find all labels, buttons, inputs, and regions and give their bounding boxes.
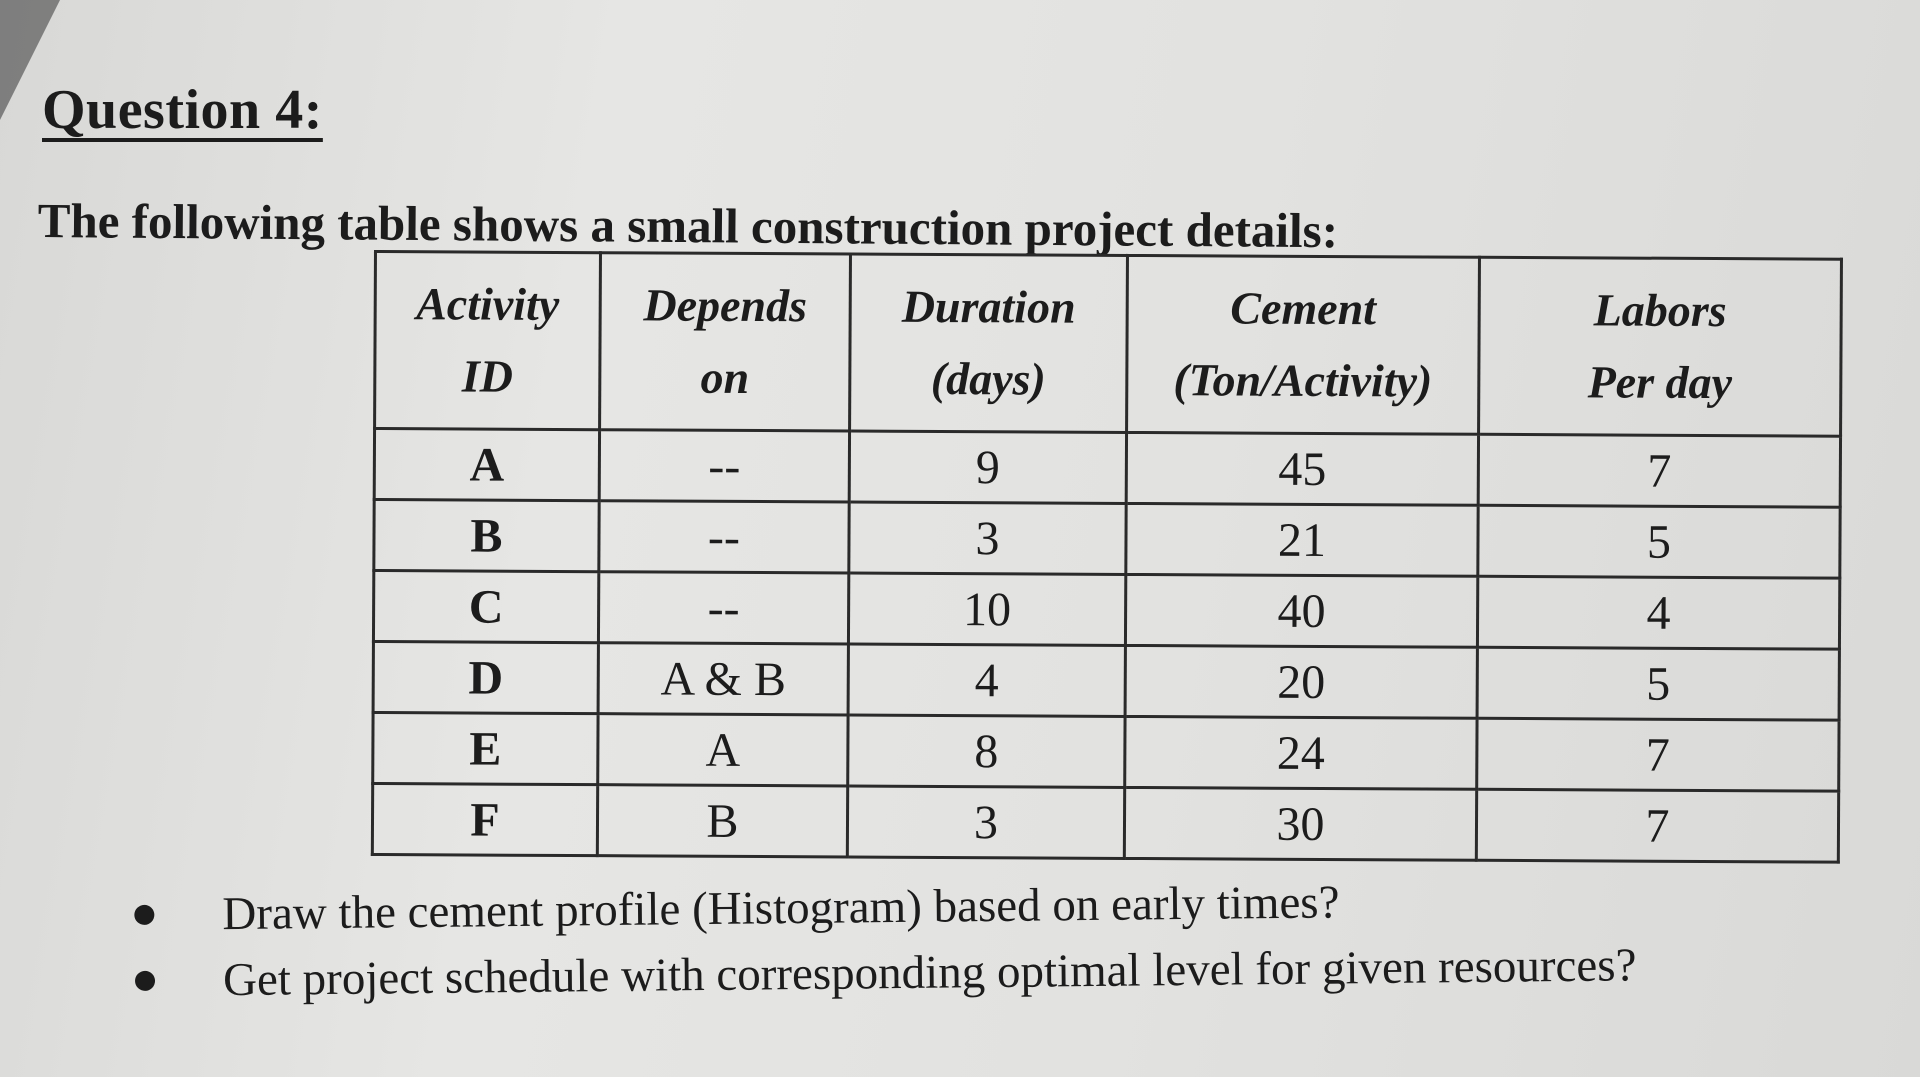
header-depends-on: Depends on bbox=[599, 252, 851, 431]
cell-activity-id: B bbox=[373, 499, 600, 572]
cell-duration: 10 bbox=[848, 572, 1126, 646]
cell-activity-id: D bbox=[373, 641, 599, 714]
cell-labors: 7 bbox=[1476, 718, 1840, 792]
cell-duration: 3 bbox=[847, 785, 1125, 859]
bullet-dot-icon bbox=[134, 904, 155, 925]
cell-labors: 5 bbox=[1477, 647, 1840, 721]
cell-labors: 4 bbox=[1477, 576, 1840, 650]
cell-activity-id: E bbox=[372, 712, 599, 785]
bullet-text: Draw the cement profile (Histogram) base… bbox=[222, 876, 1340, 941]
question-title: Question 4: bbox=[42, 79, 323, 141]
cell-cement: 45 bbox=[1126, 432, 1479, 506]
table-header-row: Activity ID Depends on Duration (days) Ceme… bbox=[374, 251, 1842, 437]
cell-depends-on: B bbox=[597, 784, 848, 857]
cell-duration: 8 bbox=[847, 714, 1126, 788]
cell-labors: 7 bbox=[1478, 434, 1841, 508]
cell-activity-id: C bbox=[373, 570, 599, 643]
cell-depends-on: A & B bbox=[598, 642, 849, 715]
header-duration: Duration (days) bbox=[849, 253, 1128, 433]
header-cement: Cement (Ton/Activity) bbox=[1126, 255, 1480, 435]
bullet-dot-icon bbox=[134, 970, 156, 991]
bullet-text: Get project schedule with corresponding … bbox=[222, 939, 1637, 1007]
header-activity-id: Activity ID bbox=[374, 251, 601, 430]
cell-cement: 30 bbox=[1124, 787, 1477, 861]
cell-labors: 5 bbox=[1477, 505, 1841, 579]
question-bullets: Draw the cement profile (Histogram) base… bbox=[134, 866, 1637, 1014]
table-row: D A & B 4 20 5 bbox=[373, 641, 1840, 721]
cell-cement: 40 bbox=[1125, 574, 1478, 648]
project-table-container: Activity ID Depends on Duration (days) Ceme… bbox=[371, 250, 1843, 864]
cell-duration: 3 bbox=[848, 501, 1127, 575]
cell-activity-id: A bbox=[374, 428, 600, 501]
table-row: C -- 10 40 4 bbox=[373, 570, 1840, 650]
cell-depends-on: -- bbox=[598, 500, 850, 573]
background-corner bbox=[0, 0, 60, 120]
intro-text: The following table shows a small constr… bbox=[37, 192, 1339, 259]
header-labors: Labors Per day bbox=[1478, 257, 1842, 437]
cell-depends-on: A bbox=[597, 713, 849, 786]
table-row: A -- 9 45 7 bbox=[374, 428, 1841, 508]
cell-cement: 20 bbox=[1125, 645, 1478, 719]
cell-duration: 9 bbox=[849, 430, 1127, 504]
table-row: E A 8 24 7 bbox=[372, 712, 1840, 792]
cell-cement: 24 bbox=[1124, 716, 1478, 790]
table-row: B -- 3 21 5 bbox=[373, 499, 1841, 579]
cell-activity-id: F bbox=[372, 783, 598, 856]
cell-cement: 21 bbox=[1125, 503, 1479, 577]
cell-labors: 7 bbox=[1476, 789, 1839, 863]
cell-depends-on: -- bbox=[599, 429, 850, 502]
cell-depends-on: -- bbox=[598, 571, 849, 644]
table-row: F B 3 30 7 bbox=[372, 783, 1839, 863]
cell-duration: 4 bbox=[848, 643, 1126, 717]
project-table: Activity ID Depends on Duration (days) Ceme… bbox=[371, 250, 1843, 864]
